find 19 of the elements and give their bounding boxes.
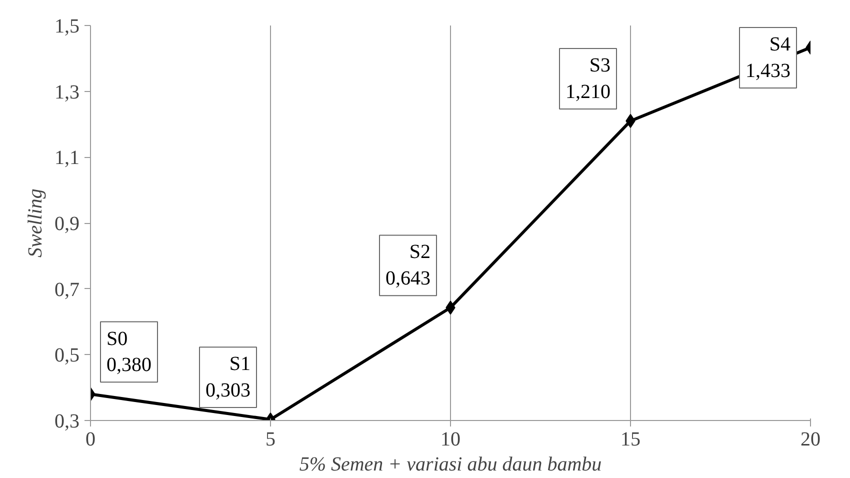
x-axis-title: 5% Semen + variasi abu daun bambu (299, 454, 602, 476)
y-tick-label: 1,1 (54, 147, 80, 170)
annotation: S4 1,433 (746, 34, 790, 82)
y-axis-title: Swelling (24, 188, 46, 258)
x-tick-label: 15 (620, 428, 640, 450)
annotation: S3 1,210 (566, 54, 610, 103)
annotation: S1 0,303 (206, 353, 250, 402)
y-tick-label: 0,3 (54, 410, 80, 432)
y-tick-label: 0,9 (54, 213, 80, 235)
x-tick-label: 10 (440, 428, 460, 450)
x-tick-label: 5 (266, 428, 276, 450)
y-tick-label: 1,3 (54, 81, 80, 104)
x-tick-label: 0 (86, 428, 96, 450)
y-tick-label: 0,5 (54, 344, 80, 367)
annotation: S2 0,643 (386, 241, 430, 290)
y-tick-label: 1,5 (54, 16, 80, 38)
y-tick-label: 0,7 (54, 278, 80, 301)
x-tick-label: 20 (800, 428, 820, 450)
annotation: S0 0,380 (106, 328, 152, 376)
